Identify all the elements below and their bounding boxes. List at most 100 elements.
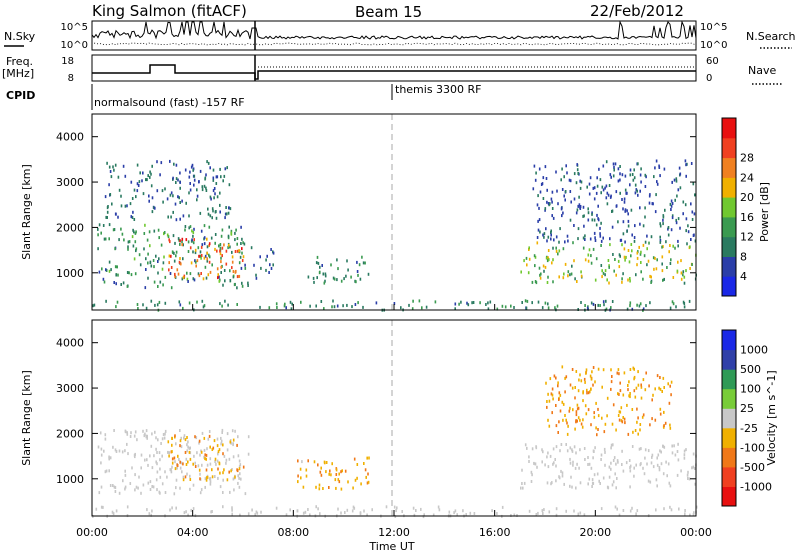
scatter-point bbox=[521, 301, 523, 304]
scatter-point bbox=[638, 245, 640, 249]
scatter-point bbox=[180, 262, 182, 266]
scatter-point bbox=[651, 455, 653, 459]
scatter-point bbox=[685, 229, 687, 233]
scatter-point bbox=[670, 228, 673, 232]
scatter-point bbox=[644, 173, 647, 177]
nsearch-tick-low: 10^0 bbox=[700, 40, 727, 51]
scatter-point bbox=[622, 393, 625, 397]
scatter-point bbox=[612, 174, 615, 178]
scatter-point bbox=[685, 217, 688, 221]
scatter-point bbox=[666, 266, 668, 269]
scatter-point bbox=[541, 509, 544, 513]
scatter-point bbox=[685, 174, 687, 178]
scatter-point bbox=[200, 450, 203, 454]
scatter-point bbox=[610, 175, 612, 179]
scatter-point bbox=[163, 436, 166, 440]
scatter-point bbox=[220, 442, 222, 446]
scatter-point bbox=[197, 272, 200, 276]
scatter-point bbox=[100, 485, 103, 489]
scatter-point bbox=[538, 206, 540, 210]
scatter-point bbox=[558, 475, 560, 479]
scatter-point bbox=[586, 388, 588, 392]
scatter-point bbox=[155, 478, 158, 482]
power-frame bbox=[91, 113, 697, 311]
scatter-point bbox=[656, 463, 659, 467]
scatter-point bbox=[595, 191, 598, 195]
scatter-point bbox=[635, 273, 637, 277]
scatter-point bbox=[563, 272, 565, 276]
scatter-point bbox=[221, 431, 223, 434]
scatter-point bbox=[259, 305, 261, 309]
scatter-point bbox=[546, 188, 548, 192]
scatter-point bbox=[143, 232, 146, 235]
scatter-point bbox=[133, 188, 136, 192]
scatter-point bbox=[577, 416, 580, 420]
scatter-point bbox=[217, 276, 219, 280]
scatter-point bbox=[206, 237, 208, 241]
power-colorbar-label: Power [dB] bbox=[758, 182, 771, 242]
scatter-point bbox=[260, 510, 262, 514]
scatter-point bbox=[680, 277, 683, 281]
scatter-point bbox=[559, 409, 562, 413]
scatter-point bbox=[659, 449, 661, 453]
scatter-point bbox=[421, 306, 423, 310]
scatter-point bbox=[552, 447, 555, 451]
scatter-point bbox=[187, 513, 189, 517]
scatter-point bbox=[133, 230, 135, 234]
freq-label-1: Freq. bbox=[6, 55, 33, 68]
scatter-point bbox=[663, 424, 665, 428]
scatter-point bbox=[647, 479, 650, 483]
scatter-point bbox=[599, 234, 602, 238]
scatter-point bbox=[593, 186, 596, 190]
scatter-point bbox=[322, 272, 325, 276]
scatter-point bbox=[181, 237, 184, 241]
scatter-point bbox=[147, 261, 149, 265]
scatter-point bbox=[255, 276, 258, 280]
scatter-point bbox=[201, 243, 204, 247]
scatter-point bbox=[589, 390, 591, 394]
scatter-point bbox=[552, 258, 554, 262]
scatter-point bbox=[642, 224, 645, 228]
scatter-point bbox=[172, 234, 175, 238]
nave-tick-high: 60 bbox=[706, 56, 719, 67]
scatter-point bbox=[618, 418, 621, 422]
scatter-point bbox=[232, 275, 235, 279]
scatter-point bbox=[289, 300, 292, 304]
scatter-point bbox=[564, 198, 566, 202]
scatter-point bbox=[181, 243, 183, 247]
scatter-point bbox=[116, 300, 119, 304]
scatter-point bbox=[637, 432, 639, 436]
scatter-point bbox=[157, 271, 159, 275]
scatter-point bbox=[634, 224, 636, 228]
scatter-point bbox=[600, 239, 603, 243]
scatter-point bbox=[214, 460, 216, 463]
scatter-point bbox=[209, 195, 212, 199]
scatter-point bbox=[624, 240, 626, 244]
scatter-point bbox=[641, 415, 644, 419]
scatter-point bbox=[203, 455, 205, 459]
scatter-point bbox=[171, 443, 173, 447]
scatter-point bbox=[144, 286, 147, 290]
scatter-point bbox=[146, 434, 148, 438]
nave-tick-low: 0 bbox=[706, 73, 712, 84]
scatter-point bbox=[140, 466, 142, 470]
scatter-point bbox=[664, 208, 666, 212]
scatter-point bbox=[167, 235, 170, 239]
scatter-point bbox=[174, 460, 176, 464]
scatter-point bbox=[126, 442, 128, 446]
scatter-point bbox=[243, 242, 246, 246]
scatter-point bbox=[602, 236, 604, 240]
scatter-point bbox=[108, 457, 110, 461]
scatter-point bbox=[622, 207, 624, 211]
scatter-point bbox=[106, 206, 109, 210]
scatter-point bbox=[599, 226, 601, 230]
scatter-point bbox=[561, 214, 563, 218]
scatter-point bbox=[236, 249, 239, 253]
scatter-point bbox=[360, 482, 362, 486]
scatter-point bbox=[168, 254, 171, 258]
scatter-point bbox=[320, 300, 323, 303]
scatter-point bbox=[356, 476, 358, 480]
scatter-point bbox=[356, 270, 359, 273]
scatter-point bbox=[412, 506, 415, 510]
scatter-point bbox=[551, 200, 553, 204]
